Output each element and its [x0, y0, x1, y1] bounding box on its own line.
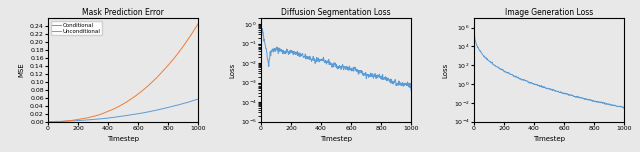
Unconditional [105, 110, 113, 112]
Unconditional [44, 121, 52, 123]
Legend: Conditional, Unconditional: Conditional, Unconditional [51, 21, 102, 35]
Title: Image Generation Loss: Image Generation Loss [505, 9, 593, 17]
Conditional [164, 107, 172, 109]
Conditional [60, 120, 67, 122]
Conditional [44, 121, 52, 123]
Conditional [110, 116, 118, 118]
Unconditional [60, 120, 67, 122]
X-axis label: Timestep: Timestep [107, 136, 139, 142]
Conditional [105, 117, 113, 119]
Line: Unconditional: Unconditional [48, 24, 198, 122]
Y-axis label: Loss: Loss [442, 62, 448, 78]
Title: Diffusion Segmentation Loss: Diffusion Segmentation Loss [281, 9, 391, 17]
Conditional [147, 110, 155, 112]
Unconditional [110, 108, 118, 110]
Title: Mask Prediction Error: Mask Prediction Error [82, 9, 164, 17]
X-axis label: Timestep: Timestep [320, 136, 352, 142]
Conditional [161, 107, 169, 109]
Unconditional [164, 65, 172, 67]
Unconditional [194, 23, 202, 25]
Unconditional [147, 82, 155, 84]
Unconditional [161, 68, 169, 70]
X-axis label: Timestep: Timestep [533, 136, 565, 142]
Conditional [194, 98, 202, 100]
Y-axis label: MSE: MSE [19, 62, 24, 77]
Y-axis label: Loss: Loss [229, 62, 235, 78]
Line: Conditional: Conditional [48, 99, 198, 122]
